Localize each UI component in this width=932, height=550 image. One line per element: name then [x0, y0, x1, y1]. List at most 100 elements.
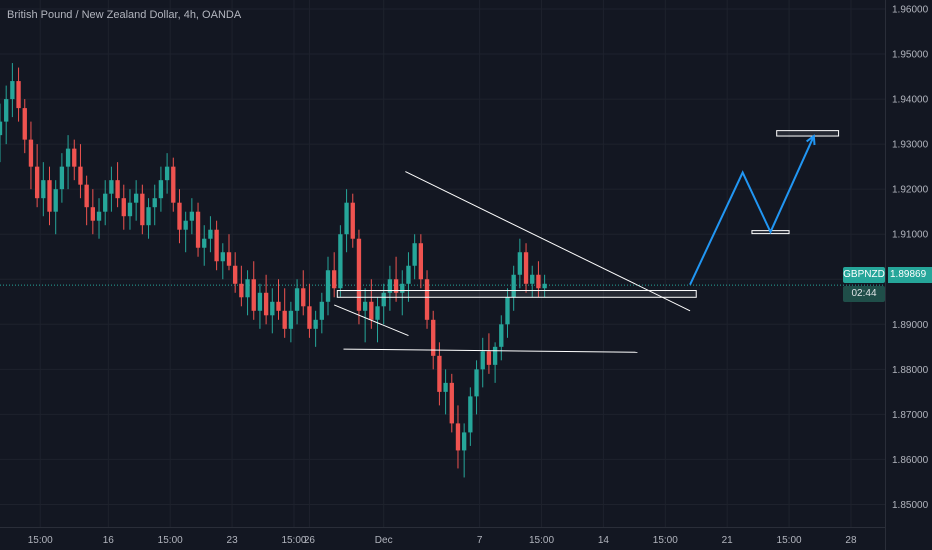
candle-body: [214, 229, 219, 262]
candle-body: [22, 108, 27, 140]
candle-body: [65, 148, 71, 167]
x-tick-label: 14: [598, 535, 610, 546]
candle-body: [480, 351, 485, 370]
candle-body: [381, 292, 386, 307]
candle-body: [140, 193, 145, 226]
y-tick-label: 1.92000: [892, 185, 929, 196]
candle-body: [437, 355, 442, 392]
candle-body: [195, 211, 201, 248]
y-tick-label: 1.85000: [892, 500, 929, 511]
candle-body: [127, 202, 133, 217]
y-tick-label: 1.91000: [892, 230, 929, 241]
candle-body: [146, 207, 151, 226]
candle-body: [288, 310, 294, 329]
candle-body: [492, 346, 498, 365]
candle-body: [109, 180, 114, 194]
candle-body: [530, 274, 535, 284]
candle-body: [387, 279, 393, 293]
candle-body: [301, 288, 306, 307]
candle-body: [152, 198, 157, 208]
x-tick-label: 23: [227, 535, 239, 546]
candle-body: [449, 382, 454, 424]
candle-body: [356, 238, 362, 311]
candle-body: [245, 279, 250, 298]
candle-body: [16, 81, 21, 109]
candle-body: [158, 180, 164, 199]
trendline: [334, 304, 409, 337]
x-tick-label: Dec: [375, 535, 393, 546]
x-tick-label: 15:00: [777, 535, 802, 546]
candle-body: [208, 229, 213, 239]
candle-body: [164, 166, 170, 181]
projection-path: [689, 135, 815, 286]
candle-body: [115, 180, 120, 199]
y-tick-label: 1.93000: [892, 140, 929, 151]
y-tick-label: 1.95000: [892, 50, 929, 61]
candle-body: [319, 301, 324, 320]
candle-body: [424, 279, 430, 320]
candle-body: [325, 270, 331, 302]
candle-body: [239, 283, 244, 298]
candle-body: [443, 382, 448, 392]
candle-body: [455, 423, 461, 451]
candle-body: [78, 166, 83, 185]
x-tick-label: 28: [845, 535, 857, 546]
y-tick-label: 1.96000: [892, 5, 929, 16]
candle-body: [517, 252, 523, 275]
candle-body: [511, 274, 516, 298]
candle-body: [313, 319, 318, 329]
candle-body: [10, 81, 15, 100]
y-tick-label: 1.86000: [892, 455, 929, 466]
candle-body: [276, 301, 281, 311]
candle-body: [362, 301, 368, 311]
candle-body: [257, 292, 263, 311]
support-box: [776, 130, 840, 137]
candle-body: [418, 243, 424, 280]
candle-body: [233, 265, 238, 284]
candle-body: [202, 238, 207, 248]
candle-body: [468, 396, 473, 433]
support-box: [336, 290, 697, 298]
candle-body: [474, 369, 479, 397]
candle-body: [47, 180, 52, 212]
candle-body: [183, 220, 188, 230]
candle-body: [59, 166, 65, 190]
x-tick-label: 15:00: [529, 535, 554, 546]
candle-body: [177, 202, 182, 230]
candle-body: [103, 193, 108, 212]
candle-body: [171, 166, 176, 203]
candle-body: [412, 243, 417, 266]
candle-body: [189, 211, 195, 221]
candle-body: [344, 202, 349, 235]
candle-body: [375, 306, 380, 320]
candle-body: [251, 279, 256, 311]
y-tick-label: 1.88000: [892, 365, 929, 376]
candle-body: [28, 139, 34, 167]
candle-body: [41, 180, 46, 199]
candle-body: [90, 207, 95, 221]
candle-body: [542, 283, 547, 289]
candle-body: [34, 166, 40, 199]
trendline: [343, 348, 638, 353]
x-tick-label: 15:00: [281, 535, 306, 546]
candle-body: [486, 351, 492, 365]
candle-body: [338, 234, 343, 289]
candle-body: [523, 252, 529, 284]
candle-body: [400, 283, 405, 293]
y-tick-label: 1.89000: [892, 320, 929, 331]
chart-title: British Pound / New Zealand Dollar, 4h, …: [7, 9, 242, 21]
candle-body: [505, 297, 510, 325]
candle-body: [270, 301, 275, 316]
candle-body: [393, 279, 399, 293]
candle-body: [72, 148, 77, 167]
candle-body: [332, 270, 337, 289]
symbol-tag: GBPNZD: [843, 267, 885, 283]
candle-body: [461, 432, 467, 451]
candle-body: [282, 310, 287, 329]
candle-body: [84, 184, 89, 208]
candle-body: [350, 202, 355, 239]
candle-body: [4, 99, 9, 122]
x-tick-label: 15:00: [653, 535, 678, 546]
